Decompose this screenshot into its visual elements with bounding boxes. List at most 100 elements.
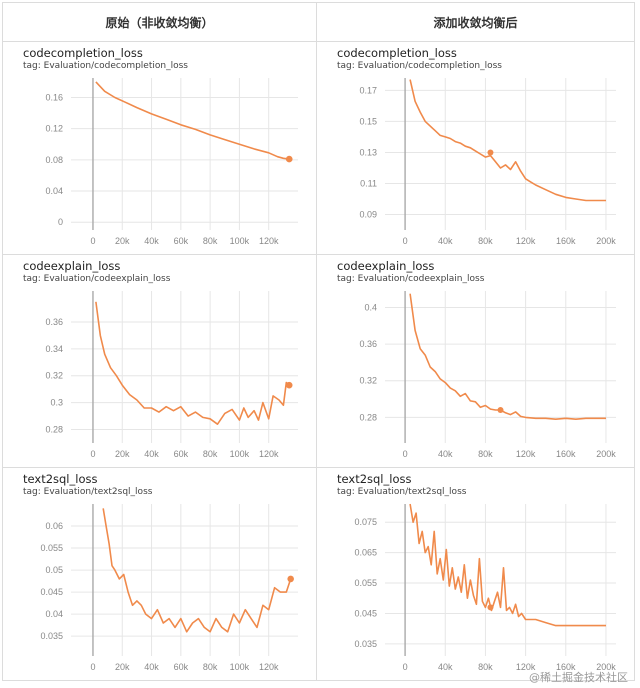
- y-tick-label: 0.15: [359, 116, 377, 126]
- panel-title: codecompletion_loss: [23, 46, 143, 60]
- x-tick-label: 60k: [174, 449, 189, 459]
- panel-text2sql-balanced: 0.035 0.045 0.055 0.065 0.075 0 40k 80k 120k 160k…: [317, 468, 634, 680]
- panel-title: text2sql_loss: [337, 472, 412, 486]
- x-tick-label: 40k: [144, 449, 159, 459]
- y-tick-label: 0.035: [40, 631, 63, 641]
- y-tick-label: 0.28: [359, 412, 377, 422]
- x-tick-label: 20k: [115, 236, 130, 246]
- x-tick-label: 40k: [438, 236, 453, 246]
- x-tick-label: 100k: [230, 236, 250, 246]
- x-tick-label: 200k: [596, 449, 616, 459]
- y-tick-label: 0.34: [45, 344, 63, 354]
- y-tick-label: 0.075: [354, 517, 377, 527]
- x-tick-label: 80k: [478, 449, 493, 459]
- panel-tag: tag: Evaluation/codecompletion_loss: [337, 61, 502, 71]
- y-tick-label: 0.055: [40, 543, 63, 553]
- x-tick-label: 120k: [259, 449, 279, 459]
- series-end-point: [285, 381, 293, 389]
- x-tick-label: 160k: [556, 236, 576, 246]
- panel-codecompletion-original: 0 0.04 0.08 0.12 0.16 0 20k 40k 60k 80k 100k 120k c…: [3, 42, 316, 254]
- y-tick-label: 0.065: [354, 548, 377, 558]
- panel-tag: tag: Evaluation/codeexplain_loss: [337, 274, 485, 284]
- series-marker-point: [497, 407, 504, 414]
- x-tick-label: 100k: [230, 662, 250, 672]
- y-tick-label: 0.06: [45, 521, 63, 531]
- panel-tag: tag: Evaluation/codeexplain_loss: [23, 274, 171, 284]
- x-tick-label: 0: [90, 449, 95, 459]
- comparison-table: 原始（非收敛均衡） 添加收敛均衡后 0 0.04 0.08 0.12 0.16 0 20k 4…: [2, 2, 635, 681]
- y-tick-label: 0.035: [354, 639, 377, 649]
- y-tick-label: 0.04: [45, 186, 63, 196]
- x-tick-label: 120k: [516, 449, 536, 459]
- series-line: [95, 301, 290, 425]
- series-end-point: [287, 575, 294, 583]
- series-marker-point: [487, 604, 494, 611]
- x-tick-label: 40k: [144, 236, 159, 246]
- x-tick-label: 80k: [478, 662, 493, 672]
- series-marker-point: [487, 149, 494, 156]
- x-tick-label: 20k: [115, 662, 130, 672]
- series-line: [409, 293, 606, 420]
- watermark: @稀土掘金技术社区: [529, 671, 628, 684]
- x-tick-label: 0: [403, 662, 408, 672]
- y-tick-label: 0.17: [359, 85, 377, 95]
- chart-svg: 0.28 0.3 0.32 0.34 0.36 0 20k 40k 60k 80k 100k 120k: [45, 291, 298, 459]
- x-tick-label: 40k: [144, 662, 159, 672]
- y-tick-label: 0.08: [45, 155, 63, 165]
- series-line: [409, 503, 606, 627]
- panel-title: codeexplain_loss: [337, 259, 435, 273]
- x-tick-label: 120k: [516, 236, 536, 246]
- x-tick-label: 120k: [259, 662, 279, 672]
- y-tick-label: 0.32: [359, 376, 377, 386]
- x-tick-label: 40k: [438, 662, 453, 672]
- x-tick-label: 20k: [115, 449, 130, 459]
- x-tick-label: 0: [403, 449, 408, 459]
- panel-codeexplain-original: 0.28 0.3 0.32 0.34 0.36 0 20k 40k 60k 80k 100k 120k…: [3, 255, 316, 467]
- panel-title: codeexplain_loss: [23, 259, 121, 273]
- x-tick-label: 0: [90, 662, 95, 672]
- y-tick-label: 0.36: [359, 339, 377, 349]
- y-tick-label: 0.055: [354, 578, 377, 588]
- panel-codeexplain-balanced: 0.28 0.32 0.36 0.4 0 40k 80k 120k 160k 200k codee…: [317, 255, 634, 467]
- y-tick-label: 0.045: [354, 608, 377, 618]
- x-tick-label: 200k: [596, 662, 616, 672]
- column-header-balanced: 添加收敛均衡后: [316, 2, 635, 42]
- chart-svg: 0.09 0.11 0.13 0.15 0.17 0 40k 80k 120k 160k 200k: [359, 78, 616, 246]
- series-line: [102, 508, 292, 633]
- panel-codecompletion-balanced: 0.09 0.11 0.13 0.15 0.17 0 40k 80k 120k 160k 200k …: [317, 42, 634, 254]
- x-tick-label: 200k: [596, 236, 616, 246]
- x-tick-label: 60k: [174, 662, 189, 672]
- y-tick-label: 0.045: [40, 587, 63, 597]
- panel-tag: tag: Evaluation/text2sql_loss: [337, 487, 467, 497]
- y-tick-label: 0.4: [364, 302, 377, 312]
- chart-svg: 0.035 0.04 0.045 0.05 0.055 0.06 0 20k 40k 60k 80k…: [40, 504, 298, 672]
- x-tick-label: 160k: [556, 662, 576, 672]
- y-tick-label: 0.3: [50, 398, 63, 408]
- panel-title: text2sql_loss: [23, 472, 98, 486]
- x-tick-label: 80k: [203, 236, 218, 246]
- chart-svg: 0.035 0.045 0.055 0.065 0.075 0 40k 80k 120k 160k…: [354, 503, 616, 672]
- y-tick-label: 0.05: [45, 565, 63, 575]
- x-tick-label: 60k: [174, 236, 189, 246]
- x-tick-label: 80k: [203, 449, 218, 459]
- y-tick-label: 0.32: [45, 371, 63, 381]
- x-tick-label: 0: [90, 236, 95, 246]
- panel-text2sql-original: 0.035 0.04 0.045 0.05 0.055 0.06 0 20k 40k 60k 80k…: [3, 468, 316, 680]
- x-tick-label: 160k: [556, 449, 576, 459]
- series-line: [409, 79, 606, 202]
- x-tick-label: 100k: [230, 449, 250, 459]
- y-tick-label: 0: [58, 217, 63, 227]
- panel-tag: tag: Evaluation/codecompletion_loss: [23, 61, 188, 71]
- y-tick-label: 0.13: [359, 147, 377, 157]
- x-tick-label: 120k: [259, 236, 279, 246]
- x-tick-label: 80k: [478, 236, 493, 246]
- series-line: [95, 81, 290, 160]
- panel-title: codecompletion_loss: [337, 46, 457, 60]
- y-tick-label: 0.12: [45, 124, 63, 134]
- y-tick-label: 0.09: [359, 209, 377, 219]
- y-tick-label: 0.16: [45, 92, 63, 102]
- y-tick-label: 0.28: [45, 425, 63, 435]
- chart-svg: 0.28 0.32 0.36 0.4 0 40k 80k 120k 160k 200k: [359, 291, 616, 459]
- chart-svg: 0 0.04 0.08 0.12 0.16 0 20k 40k 60k 80k 100k 120k: [45, 78, 298, 246]
- y-tick-label: 0.11: [360, 178, 377, 188]
